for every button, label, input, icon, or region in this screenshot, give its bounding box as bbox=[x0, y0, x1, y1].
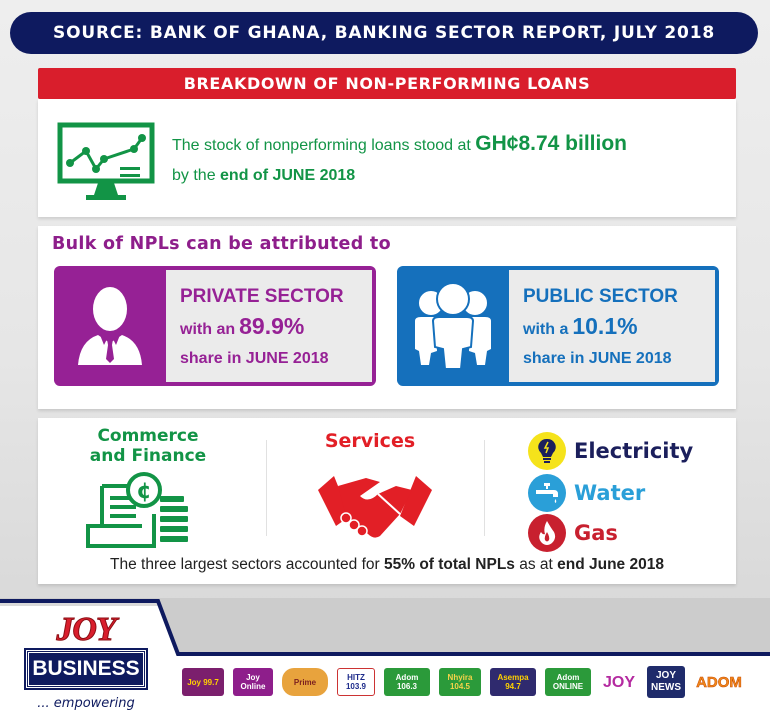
utility-electricity: Electricity bbox=[528, 432, 693, 470]
summary-period: end June 2018 bbox=[557, 556, 664, 573]
partner-logo-adom-fm: Adom 106.3 bbox=[384, 668, 430, 696]
businessman-icon bbox=[78, 287, 142, 365]
services-title: Services bbox=[324, 430, 416, 452]
source-text: SOURCE: BANK OF GHANA, BANKING SECTOR RE… bbox=[53, 23, 715, 43]
handshake-icon bbox=[318, 476, 432, 538]
utility-water: Water bbox=[528, 474, 645, 512]
light-bulb-icon bbox=[528, 432, 566, 470]
npl-period: end of JUNE 2018 bbox=[220, 167, 356, 184]
utility-gas: Gas bbox=[528, 514, 618, 552]
private-sector-icon-area bbox=[54, 266, 166, 386]
public-sector-box: PUBLIC SECTOR with a 10.1% share in JUNE … bbox=[397, 266, 719, 386]
monitor-line-chart-icon bbox=[57, 122, 155, 200]
partner-logo-adom-online: Adom ONLINE bbox=[545, 668, 591, 696]
private-sector-period: share in JUNE 2018 bbox=[180, 350, 329, 367]
npl-stock-card: The stock of nonperforming loans stood a… bbox=[38, 99, 736, 217]
summary-mid: as at bbox=[514, 556, 558, 573]
divider-left bbox=[266, 440, 267, 536]
partner-logo-joy-fm: Joy 99.7 bbox=[182, 668, 224, 696]
brand-tagline: ... empowering bbox=[37, 696, 135, 711]
commerce-finance-title: Commerce and Finance bbox=[89, 426, 207, 466]
private-sector-share-line: with an 89.9% bbox=[180, 310, 372, 346]
attribution-title: Bulk of NPLs can be attributed to bbox=[52, 234, 391, 254]
summary-share: 55% of total NPLs bbox=[384, 556, 515, 573]
npl-line-2: by the end of JUNE 2018 bbox=[172, 161, 627, 191]
partner-logo-hitz: HITZ 103.9 bbox=[337, 668, 375, 696]
public-sector-title: PUBLIC SECTOR bbox=[523, 286, 678, 307]
private-share-prefix: with an bbox=[180, 321, 236, 338]
partner-logo-joy-prime: JOY bbox=[600, 668, 638, 696]
divider-right bbox=[484, 440, 485, 536]
npl-stock-text: The stock of nonperforming loans stood a… bbox=[172, 129, 627, 191]
public-sector-text: PUBLIC SECTOR with a 10.1% share in JUNE … bbox=[509, 270, 715, 382]
public-share-prefix: with a bbox=[523, 321, 569, 338]
source-banner: SOURCE: BANK OF GHANA, BANKING SECTOR RE… bbox=[10, 12, 758, 54]
electricity-label: Electricity bbox=[574, 439, 694, 463]
joy-wordmark: JOY bbox=[56, 611, 117, 648]
partner-logo-joy-online: Joy Online bbox=[233, 668, 273, 696]
svg-text:¢: ¢ bbox=[136, 479, 151, 504]
public-sector-period: share in JUNE 2018 bbox=[523, 350, 672, 367]
cedi-money-documents-icon: ¢ bbox=[86, 472, 188, 548]
group-people-icon bbox=[415, 282, 491, 370]
summary-prefix: The three largest sectors accounted for bbox=[110, 556, 384, 573]
partner-logo-adom-tv: ADOM bbox=[694, 668, 744, 696]
private-sector-title: PRIVATE SECTOR bbox=[180, 286, 344, 307]
partner-logo-joy-news: JOY NEWS bbox=[647, 666, 685, 698]
footer-band bbox=[0, 598, 770, 656]
section-title: BREAKDOWN OF NON-PERFORMING LOANS bbox=[183, 74, 591, 93]
section-header: BREAKDOWN OF NON-PERFORMING LOANS bbox=[38, 68, 736, 99]
public-sector-icon-area bbox=[397, 266, 509, 386]
flame-icon bbox=[528, 514, 566, 552]
largest-sectors-summary: The three largest sectors accounted for … bbox=[38, 556, 736, 574]
npl-amount: GH¢8.74 billion bbox=[475, 132, 627, 155]
npl-line-2-prefix: by the bbox=[172, 167, 221, 184]
public-sector-share-line: with a 10.1% bbox=[523, 310, 715, 346]
partner-logos: Joy 99.7 Joy Online Prime HITZ 103.9 Ado… bbox=[182, 666, 744, 698]
largest-sectors-card: Commerce and Finance ¢ Services Electric… bbox=[38, 418, 736, 584]
water-tap-icon bbox=[528, 474, 566, 512]
gas-label: Gas bbox=[574, 521, 618, 545]
partner-logo-nhyira: Nhyira 104.5 bbox=[439, 668, 481, 696]
npl-attribution-card: Bulk of NPLs can be attributed to PRIVAT… bbox=[38, 226, 736, 409]
npl-line-1: The stock of nonperforming loans stood a… bbox=[172, 129, 627, 161]
partner-logo-prime: Prime bbox=[282, 668, 328, 696]
private-sector-text: PRIVATE SECTOR with an 89.9% share in JUN… bbox=[166, 270, 372, 382]
private-sector-box: PRIVATE SECTOR with an 89.9% share in JUN… bbox=[54, 266, 376, 386]
public-share-value: 10.1% bbox=[572, 313, 638, 339]
joy-business-logo: JOY BUSINESS ... empowering bbox=[24, 611, 148, 711]
water-label: Water bbox=[574, 481, 646, 505]
npl-line-1-prefix: The stock of nonperforming loans stood a… bbox=[172, 137, 476, 154]
business-wordmark: BUSINESS bbox=[24, 648, 148, 690]
private-share-value: 89.9% bbox=[239, 313, 305, 339]
partner-logo-asempa: Asempa 94.7 bbox=[490, 668, 536, 696]
